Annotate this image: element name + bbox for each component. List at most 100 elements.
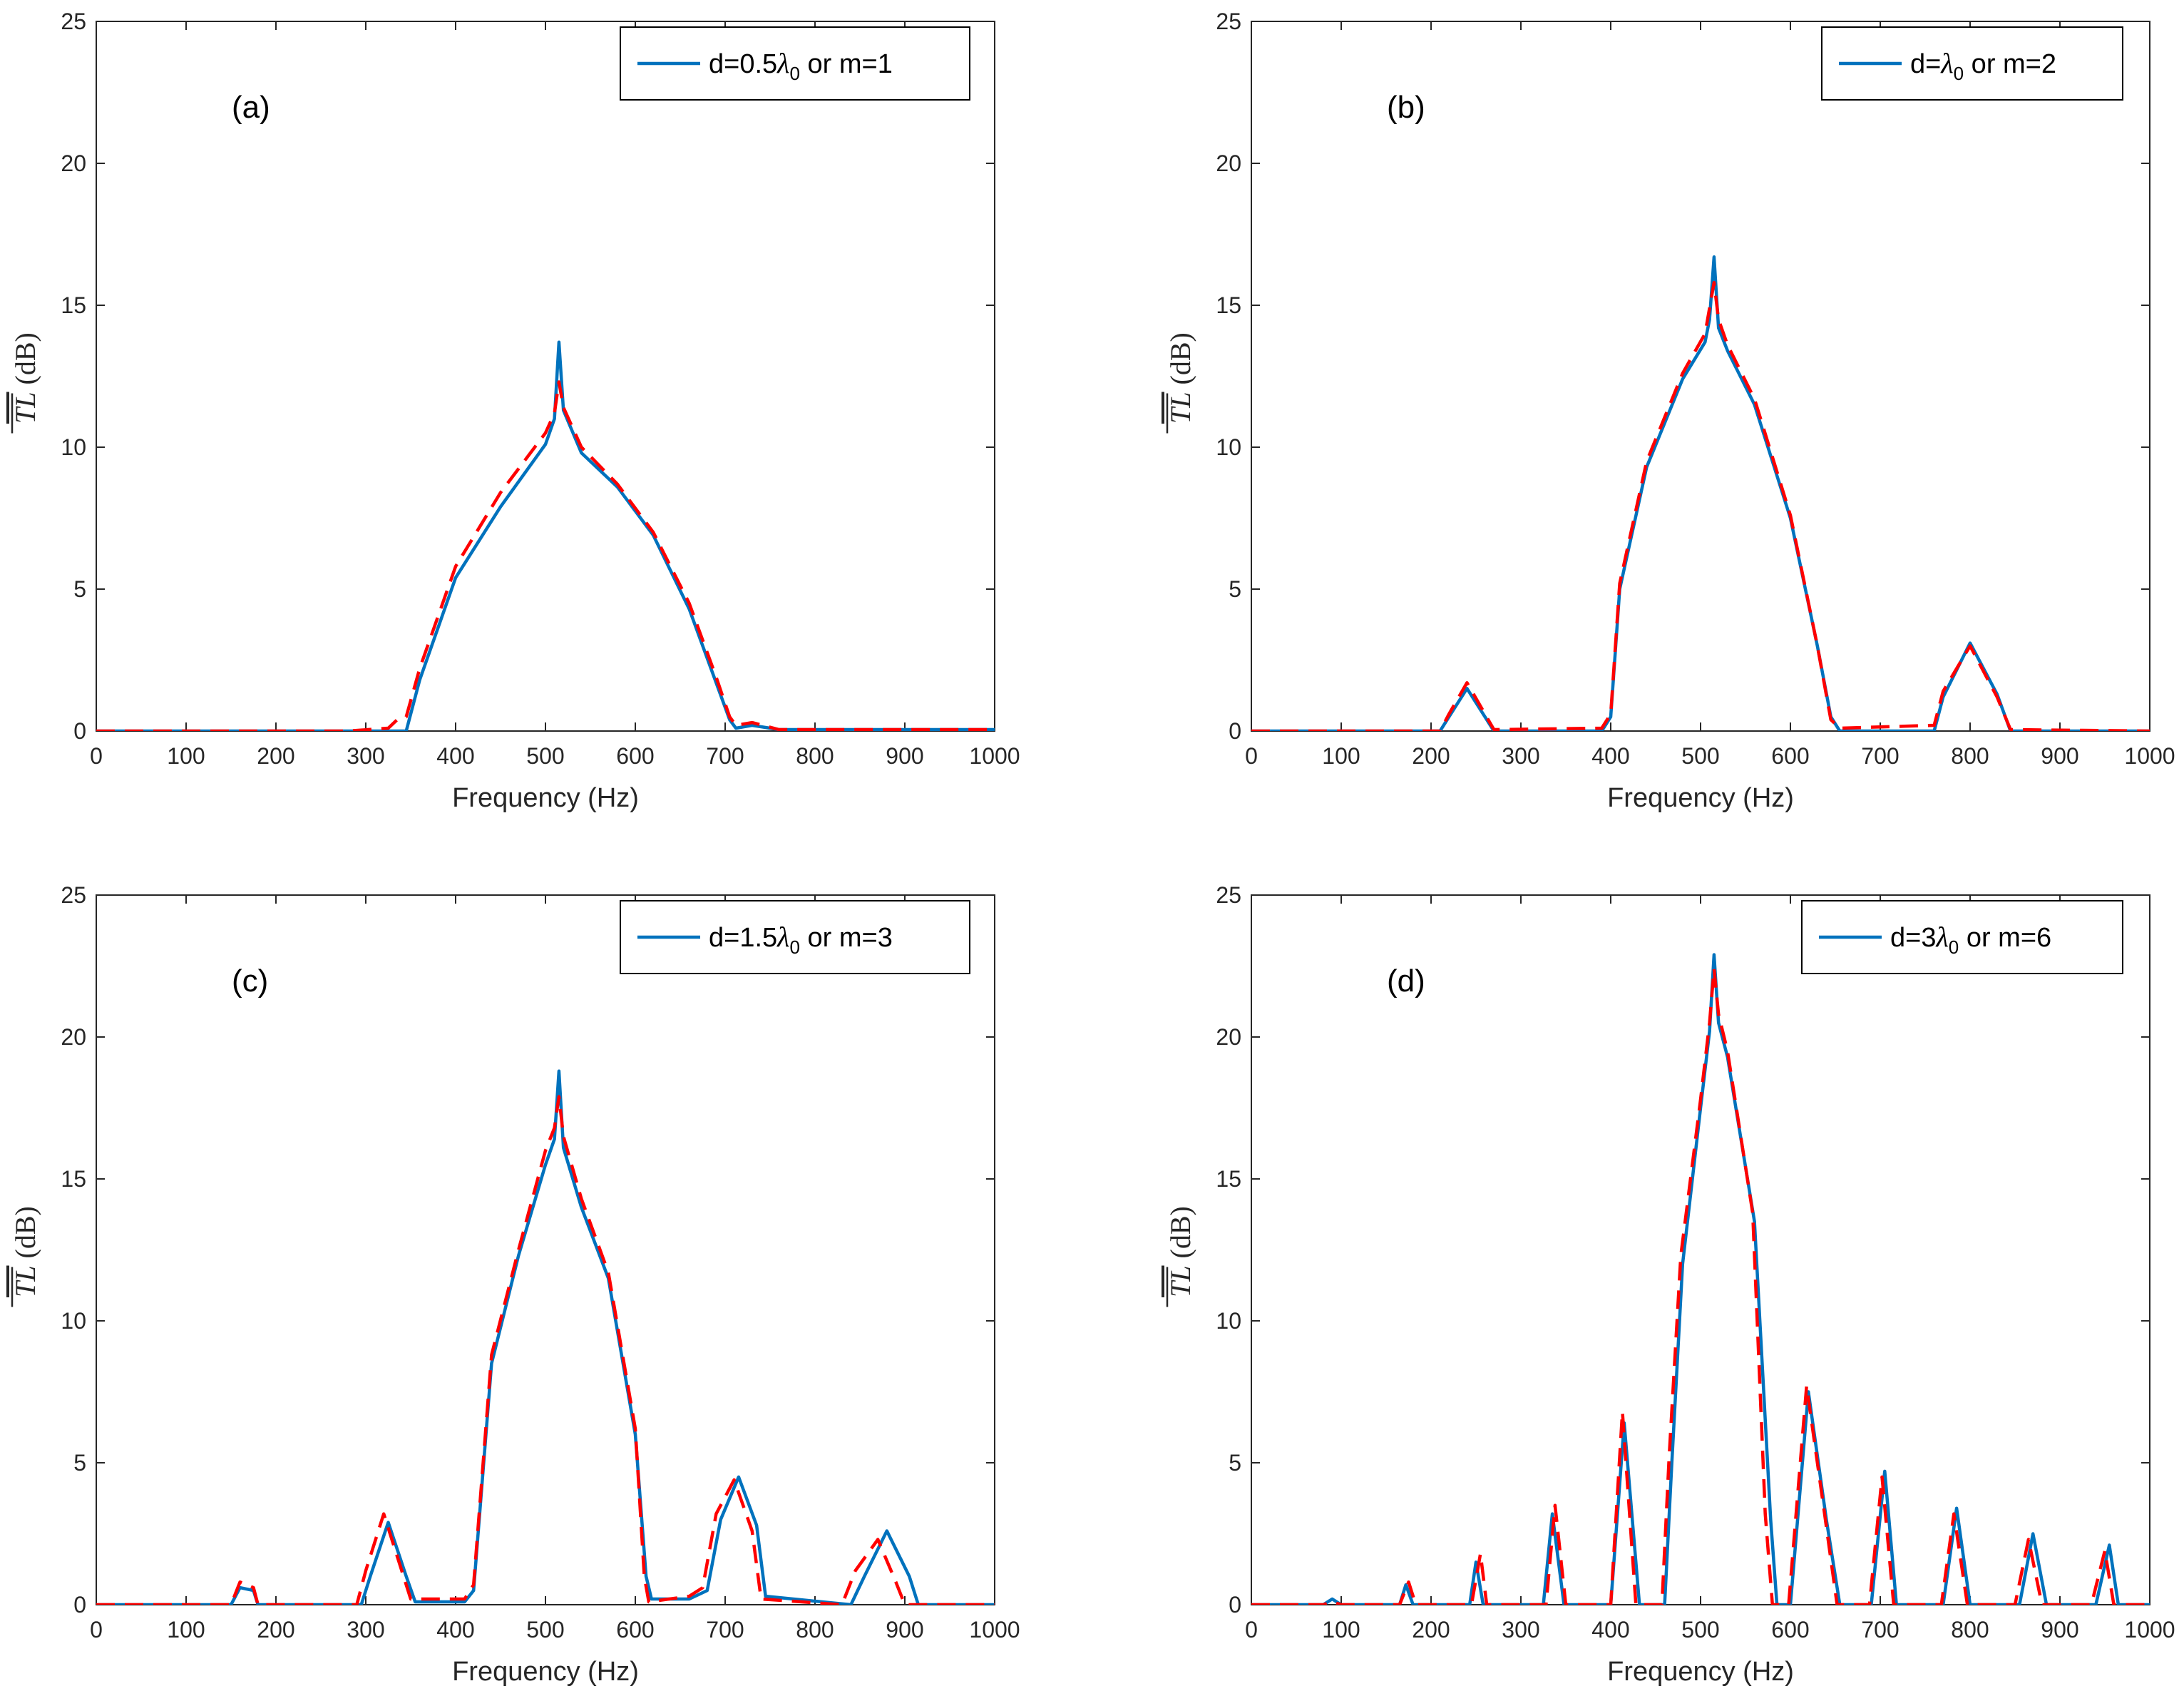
x-tick-label: 200 bbox=[257, 1617, 294, 1643]
x-tick-label: 700 bbox=[1861, 743, 1899, 769]
legend-label: d=0.5λ0 or m=1 bbox=[709, 47, 893, 84]
y-tick-label: 15 bbox=[1216, 292, 1241, 318]
chart-panel-a: 0 100 200 300 400 500 600 700 800 900 100005101520… bbox=[9, 9, 1020, 813]
y-axis-label-unit: (dB) bbox=[9, 332, 41, 384]
y-tick-label: 10 bbox=[61, 434, 86, 460]
x-tick-label: 500 bbox=[1681, 1617, 1719, 1643]
x-tick-label: 0 bbox=[90, 1617, 103, 1643]
legend-prefix: d=1.5 bbox=[709, 923, 777, 953]
chart-panel-b: 0 100 200 300 400 500 600 700 800 900 100005101520… bbox=[1164, 9, 2175, 813]
legend: d=3λ0 or m=6 bbox=[1801, 900, 2123, 974]
legend-lambda: λ bbox=[776, 47, 789, 79]
y-axis-label-main: TL bbox=[9, 392, 41, 424]
x-tick-label: 1000 bbox=[969, 1617, 1020, 1643]
x-tick-label: 800 bbox=[1951, 743, 1989, 769]
x-tick-label: 100 bbox=[1322, 743, 1360, 769]
y-tick-label: 10 bbox=[1216, 434, 1241, 460]
series-reference-line bbox=[1251, 967, 2150, 1605]
y-tick-label: 0 bbox=[1229, 1592, 1241, 1618]
x-tick-label: 100 bbox=[167, 743, 205, 769]
y-tick-label: 15 bbox=[61, 292, 86, 318]
legend-label: d=3λ0 or m=6 bbox=[1890, 921, 2051, 958]
y-axis-label-main: TL bbox=[1164, 392, 1196, 424]
x-tick-label: 0 bbox=[1245, 1617, 1258, 1643]
x-tick-label: 100 bbox=[167, 1617, 205, 1643]
legend-suffix: or m=3 bbox=[800, 923, 893, 953]
y-tick-label: 25 bbox=[61, 882, 86, 908]
x-tick-label: 0 bbox=[1245, 743, 1258, 769]
x-tick-label: 1000 bbox=[2124, 1617, 2175, 1643]
x-axis-label: Frequency (Hz) bbox=[452, 783, 639, 813]
y-tick-label: 10 bbox=[61, 1308, 86, 1334]
chart-panel-c: 0 100 200 300 400 500 600 700 800 900 100005101520… bbox=[9, 882, 1020, 1687]
panel-label: (d) bbox=[1387, 964, 1425, 998]
x-tick-label: 300 bbox=[1502, 1617, 1539, 1643]
x-tick-label: 200 bbox=[1412, 743, 1450, 769]
y-tick-label: 15 bbox=[1216, 1166, 1241, 1192]
legend-subscript: 0 bbox=[1949, 936, 1959, 958]
legend-lambda: λ bbox=[1935, 921, 1948, 953]
legend: d=0.5λ0 or m=1 bbox=[620, 26, 970, 101]
y-tick-label: 15 bbox=[61, 1166, 86, 1192]
y-axis-label: TL (dB) bbox=[9, 1206, 41, 1307]
y-tick-label: 20 bbox=[1216, 1024, 1241, 1050]
y-axis-label-unit: (dB) bbox=[9, 1206, 41, 1258]
legend-prefix: d=0.5 bbox=[709, 49, 777, 79]
y-tick-label: 5 bbox=[73, 576, 86, 602]
y-axis-label-unit: (dB) bbox=[1164, 332, 1196, 384]
legend-label: d=1.5λ0 or m=3 bbox=[709, 921, 893, 958]
y-axis-label: TL (dB) bbox=[9, 332, 41, 434]
y-tick-label: 10 bbox=[1216, 1308, 1241, 1334]
y-tick-label: 20 bbox=[61, 1024, 86, 1050]
x-tick-label: 600 bbox=[616, 743, 654, 769]
legend-subscript: 0 bbox=[789, 936, 799, 958]
x-tick-label: 500 bbox=[526, 1617, 564, 1643]
x-tick-label: 900 bbox=[886, 1617, 923, 1643]
legend-label: d=λ0 or m=2 bbox=[1910, 47, 2056, 84]
x-tick-label: 300 bbox=[1502, 743, 1539, 769]
x-tick-label: 400 bbox=[436, 1617, 474, 1643]
y-axis-label-unit: (dB) bbox=[1164, 1206, 1196, 1258]
y-axis-label: TL (dB) bbox=[1164, 1206, 1196, 1307]
legend: d=λ0 or m=2 bbox=[1821, 26, 2123, 101]
legend-lambda: λ bbox=[776, 921, 789, 953]
x-tick-label: 300 bbox=[347, 1617, 384, 1643]
chart-panel-d: 0 100 200 300 400 500 600 700 800 900 100005101520… bbox=[1164, 882, 2175, 1687]
y-tick-label: 5 bbox=[73, 1450, 86, 1476]
panel-label: (a) bbox=[232, 90, 270, 125]
x-tick-label: 700 bbox=[706, 1617, 744, 1643]
x-tick-label: 600 bbox=[1771, 743, 1809, 769]
plot-area bbox=[1251, 894, 2150, 1605]
x-tick-label: 100 bbox=[1322, 1617, 1360, 1643]
x-tick-label: 600 bbox=[1771, 1617, 1809, 1643]
x-tick-label: 200 bbox=[1412, 1617, 1450, 1643]
y-axis-label-main: TL bbox=[9, 1266, 41, 1298]
series-computed-line bbox=[96, 1069, 995, 1605]
y-tick-label: 20 bbox=[1216, 150, 1241, 176]
x-tick-label: 1000 bbox=[2124, 743, 2175, 769]
legend-suffix: or m=2 bbox=[1964, 49, 2056, 79]
y-tick-label: 0 bbox=[1229, 718, 1241, 744]
legend-suffix: or m=1 bbox=[800, 49, 893, 79]
y-axis-label: TL (dB) bbox=[1164, 332, 1196, 434]
x-tick-label: 400 bbox=[436, 743, 474, 769]
x-tick-label: 800 bbox=[1951, 1617, 1989, 1643]
x-tick-label: 500 bbox=[526, 743, 564, 769]
x-tick-label: 700 bbox=[1861, 1617, 1899, 1643]
x-tick-label: 400 bbox=[1591, 1617, 1629, 1643]
legend-subscript: 0 bbox=[1954, 63, 1964, 84]
y-tick-label: 25 bbox=[61, 9, 86, 34]
y-tick-label: 20 bbox=[61, 150, 86, 176]
y-tick-label: 5 bbox=[1229, 576, 1241, 602]
panel-label: (b) bbox=[1387, 90, 1425, 125]
panel-label: (c) bbox=[232, 964, 268, 998]
x-axis-label: Frequency (Hz) bbox=[1607, 783, 1794, 813]
plot-area bbox=[96, 21, 995, 732]
x-tick-label: 700 bbox=[706, 743, 744, 769]
plot-area bbox=[1251, 21, 2150, 732]
x-tick-label: 800 bbox=[796, 1617, 834, 1643]
y-tick-label: 0 bbox=[73, 718, 86, 744]
legend-lambda: λ bbox=[1940, 47, 1953, 79]
x-tick-label: 200 bbox=[257, 743, 294, 769]
